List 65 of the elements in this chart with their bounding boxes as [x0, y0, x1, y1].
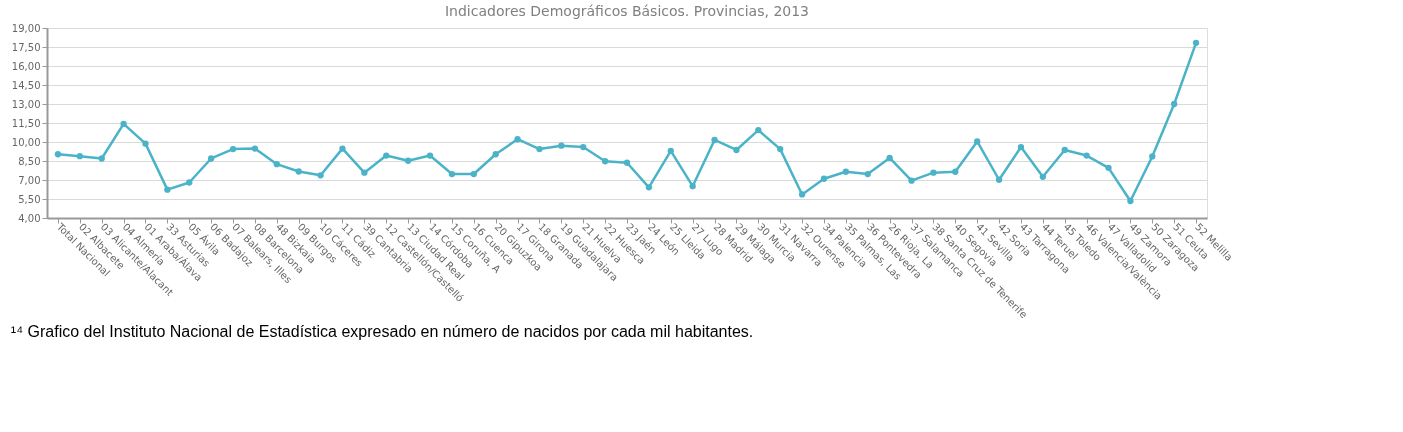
y-tick-label: 14,50	[11, 79, 41, 91]
y-tick-label: 7,00	[18, 174, 41, 186]
point	[798, 191, 806, 198]
point	[317, 172, 324, 179]
point	[98, 155, 105, 162]
point	[514, 136, 521, 143]
point	[426, 152, 434, 159]
y-tick-label: 8,50	[18, 155, 41, 167]
point	[580, 143, 587, 151]
point	[930, 169, 937, 176]
point	[164, 186, 171, 193]
point	[76, 153, 83, 160]
y-tick-label: 19,00	[11, 22, 41, 34]
point	[207, 155, 215, 162]
point	[1061, 146, 1068, 154]
point	[536, 145, 543, 153]
point	[842, 168, 850, 175]
point	[361, 169, 368, 176]
point	[601, 158, 609, 165]
point	[1192, 39, 1200, 46]
y-tick-label: 10,00	[11, 136, 41, 148]
point	[54, 151, 62, 158]
point	[273, 161, 280, 168]
y-tick-label: 4,00	[18, 212, 41, 224]
point	[1083, 152, 1090, 159]
point	[1171, 100, 1178, 108]
y-tick-label: 5,50	[18, 193, 41, 205]
point	[1149, 153, 1156, 160]
text: ¹⁴ Grafico del Instituto Nacional de Estadística expresado en número de nacidos por cada mil habitantes.	[10, 323, 754, 341]
y-tick-label: 16,00	[11, 60, 41, 72]
point	[623, 159, 631, 166]
point	[689, 183, 696, 190]
point	[1039, 173, 1047, 180]
point	[995, 176, 1003, 183]
point	[142, 140, 149, 147]
point	[448, 170, 456, 178]
y-tick-label: 17,50	[11, 41, 41, 53]
point	[404, 157, 412, 164]
point	[645, 184, 653, 191]
point	[229, 145, 237, 153]
point	[383, 152, 390, 159]
point	[339, 145, 346, 152]
point	[755, 126, 762, 134]
point	[251, 145, 259, 152]
point	[820, 175, 828, 182]
point	[492, 151, 499, 158]
point	[1017, 143, 1025, 151]
point	[908, 177, 915, 184]
point	[777, 145, 784, 153]
point	[864, 170, 871, 178]
point	[558, 142, 565, 149]
point	[295, 168, 302, 175]
y-tick-label: 11,50	[11, 117, 41, 129]
point	[470, 170, 477, 178]
point	[886, 154, 893, 162]
point	[733, 146, 740, 154]
y-tick-label: 13,00	[11, 98, 41, 110]
point	[974, 138, 981, 145]
point	[711, 136, 718, 144]
point	[120, 120, 127, 128]
point	[952, 168, 959, 175]
point	[1105, 164, 1112, 171]
chart-title: Indicadores Demográficos Básicos. Provincias, 2013	[444, 3, 810, 19]
point	[186, 179, 193, 186]
point	[1127, 197, 1134, 205]
